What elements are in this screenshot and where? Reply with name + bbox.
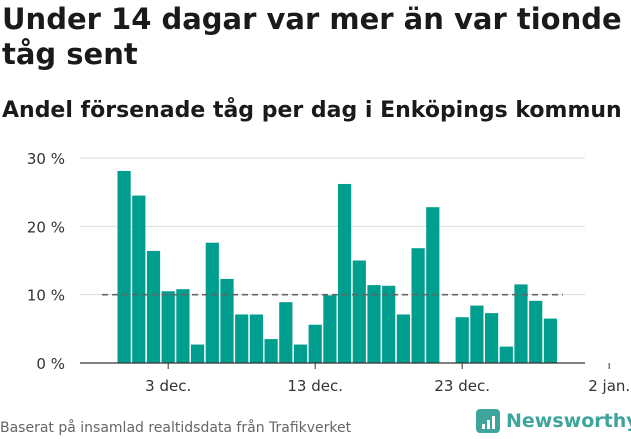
bar[interactable] xyxy=(161,291,175,363)
x-tick-label: 13 dec. xyxy=(287,377,343,395)
y-tick-label: 0 % xyxy=(36,355,65,373)
bar[interactable] xyxy=(205,242,219,363)
source-note: Baserat på insamlad realtidsdata från Tr… xyxy=(0,420,352,436)
bar[interactable] xyxy=(146,250,161,363)
bar[interactable] xyxy=(426,207,440,363)
x-tick-label: 2 jan. xyxy=(588,377,630,395)
y-tick-label: 30 % xyxy=(27,150,65,168)
bar[interactable] xyxy=(293,344,308,363)
x-tick-label: 23 dec. xyxy=(434,377,490,395)
bar[interactable] xyxy=(396,314,410,363)
bar[interactable] xyxy=(323,295,337,363)
bar[interactable] xyxy=(382,285,396,363)
bar[interactable] xyxy=(191,344,205,363)
bar[interactable] xyxy=(514,284,528,363)
bar[interactable] xyxy=(470,305,484,363)
brand-name: Newsworthy xyxy=(506,410,631,432)
bar[interactable] xyxy=(352,260,366,364)
bar[interactable] xyxy=(117,170,131,363)
bar[interactable] xyxy=(499,346,513,363)
x-tick-label: 3 dec. xyxy=(145,377,191,395)
bar[interactable] xyxy=(529,300,543,363)
bar[interactable] xyxy=(485,313,499,363)
chart-title: Under 14 dagar var mer än var tionde tåg… xyxy=(2,2,622,71)
bar[interactable] xyxy=(249,314,263,363)
chart-subtitle: Andel försenade tåg per dag i Enköpings … xyxy=(2,98,622,123)
bar[interactable] xyxy=(308,324,322,363)
bar[interactable] xyxy=(543,318,557,363)
bar[interactable] xyxy=(411,248,425,363)
y-tick-label: 20 % xyxy=(27,218,65,236)
bar[interactable] xyxy=(455,317,469,363)
bar[interactable] xyxy=(367,285,381,363)
bar[interactable] xyxy=(220,278,234,363)
bar[interactable] xyxy=(264,339,278,363)
bar[interactable] xyxy=(338,183,352,363)
bar[interactable] xyxy=(132,195,146,363)
brand[interactable]: Newsworthy xyxy=(476,409,631,433)
bar[interactable] xyxy=(279,302,293,363)
newsworthy-logo-icon xyxy=(476,409,500,433)
y-tick-label: 10 % xyxy=(27,287,65,305)
bar[interactable] xyxy=(235,314,249,363)
bar[interactable] xyxy=(176,289,190,363)
